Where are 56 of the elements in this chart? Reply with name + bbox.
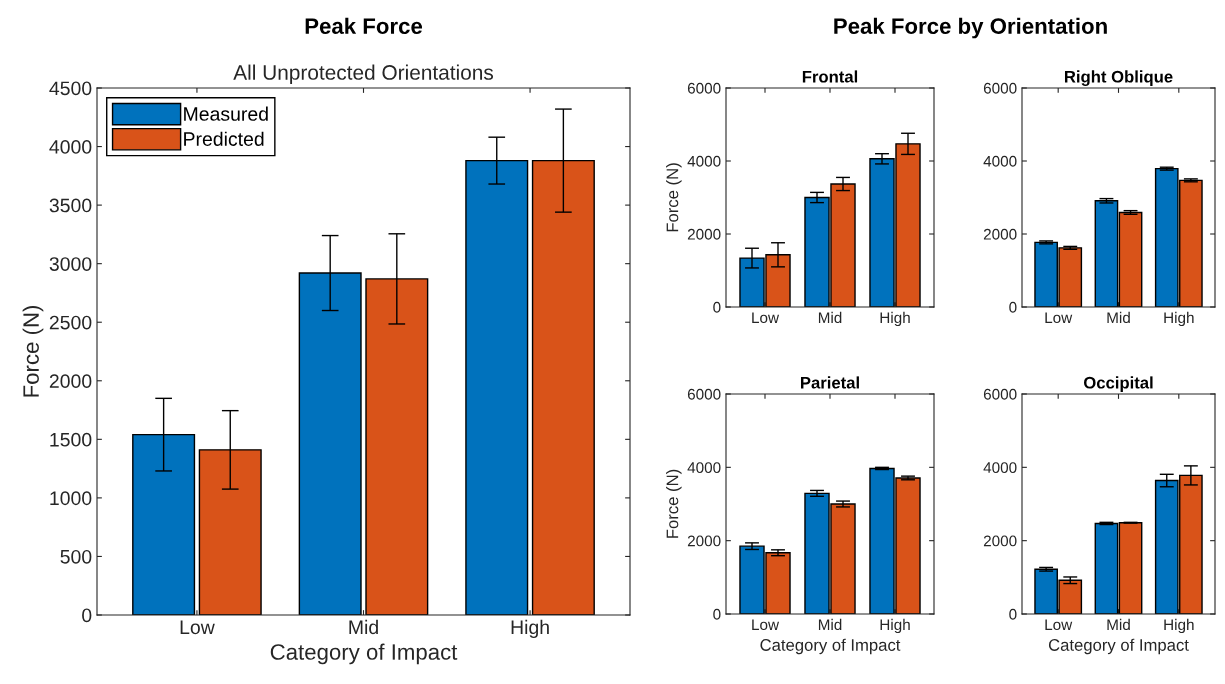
x-tick-label: Low [180, 620, 215, 635]
x-tick-label: Mid [818, 618, 842, 631]
y-tick-label: 1500 [50, 432, 92, 447]
y-tick-label: 4000 [687, 155, 721, 167]
y-tick-label: 6000 [983, 82, 1017, 94]
y-tick-label: 2000 [49, 374, 92, 389]
x-tick-label: Mid [349, 619, 378, 635]
x-axis-title: Category of Impact [270, 643, 458, 665]
x-axis-title: Category of Impact [1048, 638, 1189, 655]
chart-title: Peak Force [305, 17, 423, 34]
x-axis-title: Category of Impact [760, 638, 901, 655]
chart-title: Right Oblique [1065, 70, 1173, 86]
y-tick-label: 1000 [50, 491, 92, 506]
x-tick-label: Low [1045, 312, 1073, 324]
y-axis-title: Force (N) [666, 469, 682, 538]
y-tick-label: 0 [713, 301, 721, 313]
x-tick-label: High [1164, 311, 1194, 327]
y-tick-label: 3000 [49, 257, 92, 271]
x-tick-label: High [1164, 618, 1194, 634]
y-tick-label: 3500 [49, 198, 92, 213]
y-tick-label: 0 [1009, 608, 1017, 620]
y-tick-label: 4000 [983, 462, 1017, 474]
chart-title: Occipital [1083, 376, 1153, 392]
y-tick-label: 6000 [687, 388, 721, 400]
legend-label: Measured [184, 106, 268, 121]
x-tick-label: High [880, 618, 910, 634]
x-tick-label: Mid [818, 311, 842, 324]
x-tick-label: Mid [1107, 618, 1130, 631]
y-tick-label: 2000 [687, 228, 721, 240]
x-tick-label: Mid [1107, 311, 1130, 324]
y-tick-label: 500 [60, 549, 92, 564]
y-tick-label: 6000 [687, 82, 721, 94]
x-tick-label: Low [1045, 619, 1073, 631]
y-tick-label: 2500 [49, 315, 92, 330]
x-tick-label: Low [752, 619, 780, 631]
x-tick-label: Low [752, 312, 780, 324]
y-tick-label: 0 [1009, 301, 1017, 313]
y-tick-label: 2000 [983, 535, 1017, 547]
chart-subtitle: All Unprotected Orientations [233, 64, 494, 84]
y-axis-title: Force (N) [22, 305, 44, 397]
y-axis-title: Force (N) [666, 163, 682, 232]
y-tick-label: 0 [713, 608, 721, 620]
y-tick-label: 2000 [983, 228, 1017, 240]
x-tick-label: High [511, 619, 549, 638]
x-tick-label: High [880, 311, 910, 327]
chart-title: Parietal [801, 376, 859, 389]
chart-title: Frontal [802, 70, 858, 83]
y-tick-label: 4000 [687, 462, 721, 474]
y-tick-label: 0 [82, 608, 92, 623]
y-tick-label: 4500 [49, 81, 92, 96]
text: Peak Force by Orientation [834, 17, 1107, 39]
y-tick-label: 2000 [687, 535, 721, 547]
y-tick-label: 4000 [983, 155, 1017, 167]
y-tick-label: 4000 [49, 140, 92, 154]
y-tick-label: 6000 [983, 388, 1017, 400]
legend-label: Predicted [184, 131, 264, 146]
